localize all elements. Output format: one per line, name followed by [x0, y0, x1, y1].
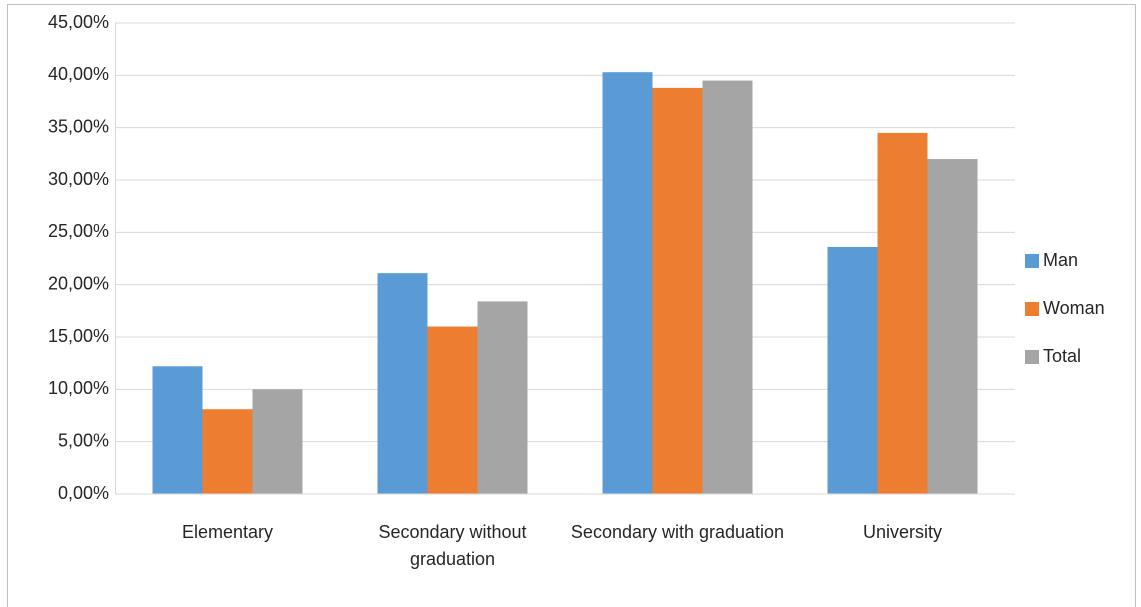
bar — [202, 409, 253, 494]
bar — [377, 273, 428, 494]
y-tick-label: 15,00% — [48, 326, 109, 346]
y-tick-label: 25,00% — [48, 221, 109, 241]
bar — [827, 246, 878, 494]
legend-label: Man — [1043, 250, 1078, 270]
bar — [652, 87, 703, 494]
bar — [152, 366, 203, 494]
y-tick-label: 30,00% — [48, 169, 109, 189]
bar — [427, 326, 478, 494]
legend-swatch — [1025, 350, 1039, 364]
bar — [602, 72, 653, 495]
legend-swatch — [1025, 302, 1039, 316]
x-tick-label: University — [862, 522, 942, 542]
x-tick-label: Elementary — [181, 522, 274, 542]
legend-label: Total — [1043, 346, 1081, 366]
y-tick-label: 0,00% — [58, 483, 109, 503]
bar — [252, 389, 303, 494]
x-tick-label: Secondary without graduation — [378, 522, 527, 569]
y-tick-label: 20,00% — [48, 273, 109, 293]
y-tick-label: 35,00% — [48, 116, 109, 136]
x-tick-label: Secondary with graduation — [570, 522, 785, 542]
y-tick-label: 45,00% — [48, 12, 109, 32]
legend-label: Woman — [1043, 298, 1105, 318]
y-tick-label: 10,00% — [48, 378, 109, 398]
bar — [702, 80, 753, 495]
bar — [927, 159, 978, 495]
y-tick-label: 40,00% — [48, 64, 109, 84]
bar — [877, 132, 928, 494]
chart-border — [7, 4, 1136, 607]
legend-swatch — [1025, 254, 1039, 268]
bar — [477, 301, 528, 494]
y-tick-label: 5,00% — [58, 430, 109, 450]
